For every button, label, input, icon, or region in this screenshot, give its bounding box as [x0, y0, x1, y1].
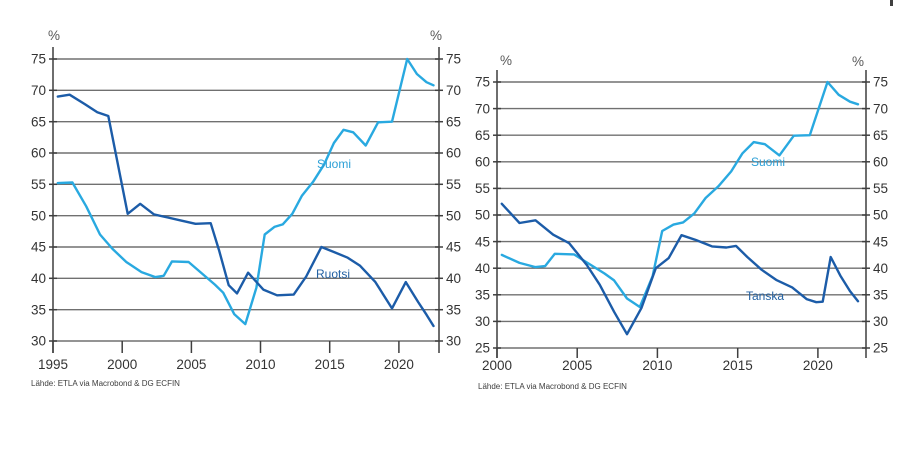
y-tick-label-left: 30 — [31, 334, 46, 349]
y-tick-label-left: 50 — [31, 208, 46, 223]
percent-label-right-chart-right-axis: % — [852, 54, 865, 69]
y-tick-label-right: 40 — [446, 271, 461, 286]
series-line-ruotsi — [56, 93, 435, 328]
y-tick-label-right: 75 — [446, 52, 461, 67]
series-line-suomi — [56, 57, 435, 326]
y-tick-label-left: 40 — [475, 261, 490, 276]
y-tick-label-left: 35 — [31, 302, 46, 317]
y-tick-label-right: 65 — [446, 114, 461, 129]
x-tick-label: 2000 — [107, 357, 137, 372]
y-tick-label-right: 55 — [446, 177, 461, 192]
y-tick-label-left: 65 — [31, 114, 46, 129]
x-tick-label: 2005 — [562, 358, 592, 373]
y-tick-label-right: 30 — [446, 334, 461, 349]
y-tick-label-left: 65 — [475, 128, 490, 143]
percent-label-right-chart-left-axis: % — [500, 53, 513, 68]
series-label-suomi-left-chart: Suomi — [317, 157, 352, 171]
x-tick-label: 2005 — [176, 357, 206, 372]
x-tick-label: 2015 — [315, 357, 345, 372]
x-tick-label: 2020 — [384, 357, 414, 372]
series-label-ruotsi: Ruotsi — [316, 267, 351, 281]
y-tick-label-left: 45 — [475, 234, 490, 249]
y-tick-label-left: 55 — [31, 177, 46, 192]
y-tick-label-right: 70 — [446, 83, 461, 98]
y-tick-label-left: 55 — [475, 181, 490, 196]
percent-label-left-chart-right-axis: % — [430, 28, 443, 43]
y-tick-label-right: 35 — [873, 288, 888, 303]
y-tick-label-right: 35 — [446, 302, 461, 317]
y-tick-label-right: 60 — [446, 146, 461, 161]
y-tick-label-left: 40 — [31, 271, 46, 286]
y-tick-label-left: 30 — [475, 314, 490, 329]
y-tick-label-left: 50 — [475, 208, 490, 223]
y-tick-label-left: 75 — [31, 52, 46, 67]
y-tick-label-right: 70 — [873, 101, 888, 116]
y-tick-label-left: 25 — [475, 341, 490, 356]
series-label-tanska: Tanska — [746, 289, 785, 303]
x-tick-label: 2010 — [245, 357, 275, 372]
y-tick-label-right: 30 — [873, 314, 888, 329]
y-tick-label-right: 75 — [873, 75, 888, 90]
y-tick-label-right: 50 — [446, 208, 461, 223]
x-tick-label: 2000 — [482, 358, 512, 373]
series-line-tanska — [500, 202, 860, 336]
series-label-suomi-right-chart: Suomi — [751, 155, 786, 169]
y-tick-label-left: 70 — [31, 83, 46, 98]
x-tick-label: 2010 — [642, 358, 672, 373]
source-note-left-chart: Lähde: ETLA via Macrobond & DG ECFIN — [31, 379, 180, 388]
y-tick-label-right: 45 — [446, 240, 461, 255]
source-note-right-chart: Lähde: ETLA via Macrobond & DG ECFIN — [478, 382, 627, 391]
y-tick-label-right: 65 — [873, 128, 888, 143]
y-tick-label-right: 50 — [873, 208, 888, 223]
percent-label-left-chart-left-axis: % — [48, 28, 61, 43]
x-tick-label: 2020 — [803, 358, 833, 373]
y-tick-label-left: 70 — [475, 101, 490, 116]
y-tick-label-right: 45 — [873, 234, 888, 249]
series-line-suomi — [500, 80, 860, 309]
y-tick-label-right: 55 — [873, 181, 888, 196]
y-tick-label-left: 75 — [475, 75, 490, 90]
y-tick-label-left: 35 — [475, 288, 490, 303]
y-tick-label-left: 45 — [31, 240, 46, 255]
y-tick-label-right: 60 — [873, 155, 888, 170]
window-artifact-mark — [890, 0, 893, 6]
y-tick-label-left: 60 — [31, 146, 46, 161]
y-tick-label-right: 40 — [873, 261, 888, 276]
y-tick-label-right: 25 — [873, 341, 888, 356]
x-tick-label: 2015 — [723, 358, 753, 373]
x-tick-label: 1995 — [38, 357, 68, 372]
y-tick-label-left: 60 — [475, 155, 490, 170]
